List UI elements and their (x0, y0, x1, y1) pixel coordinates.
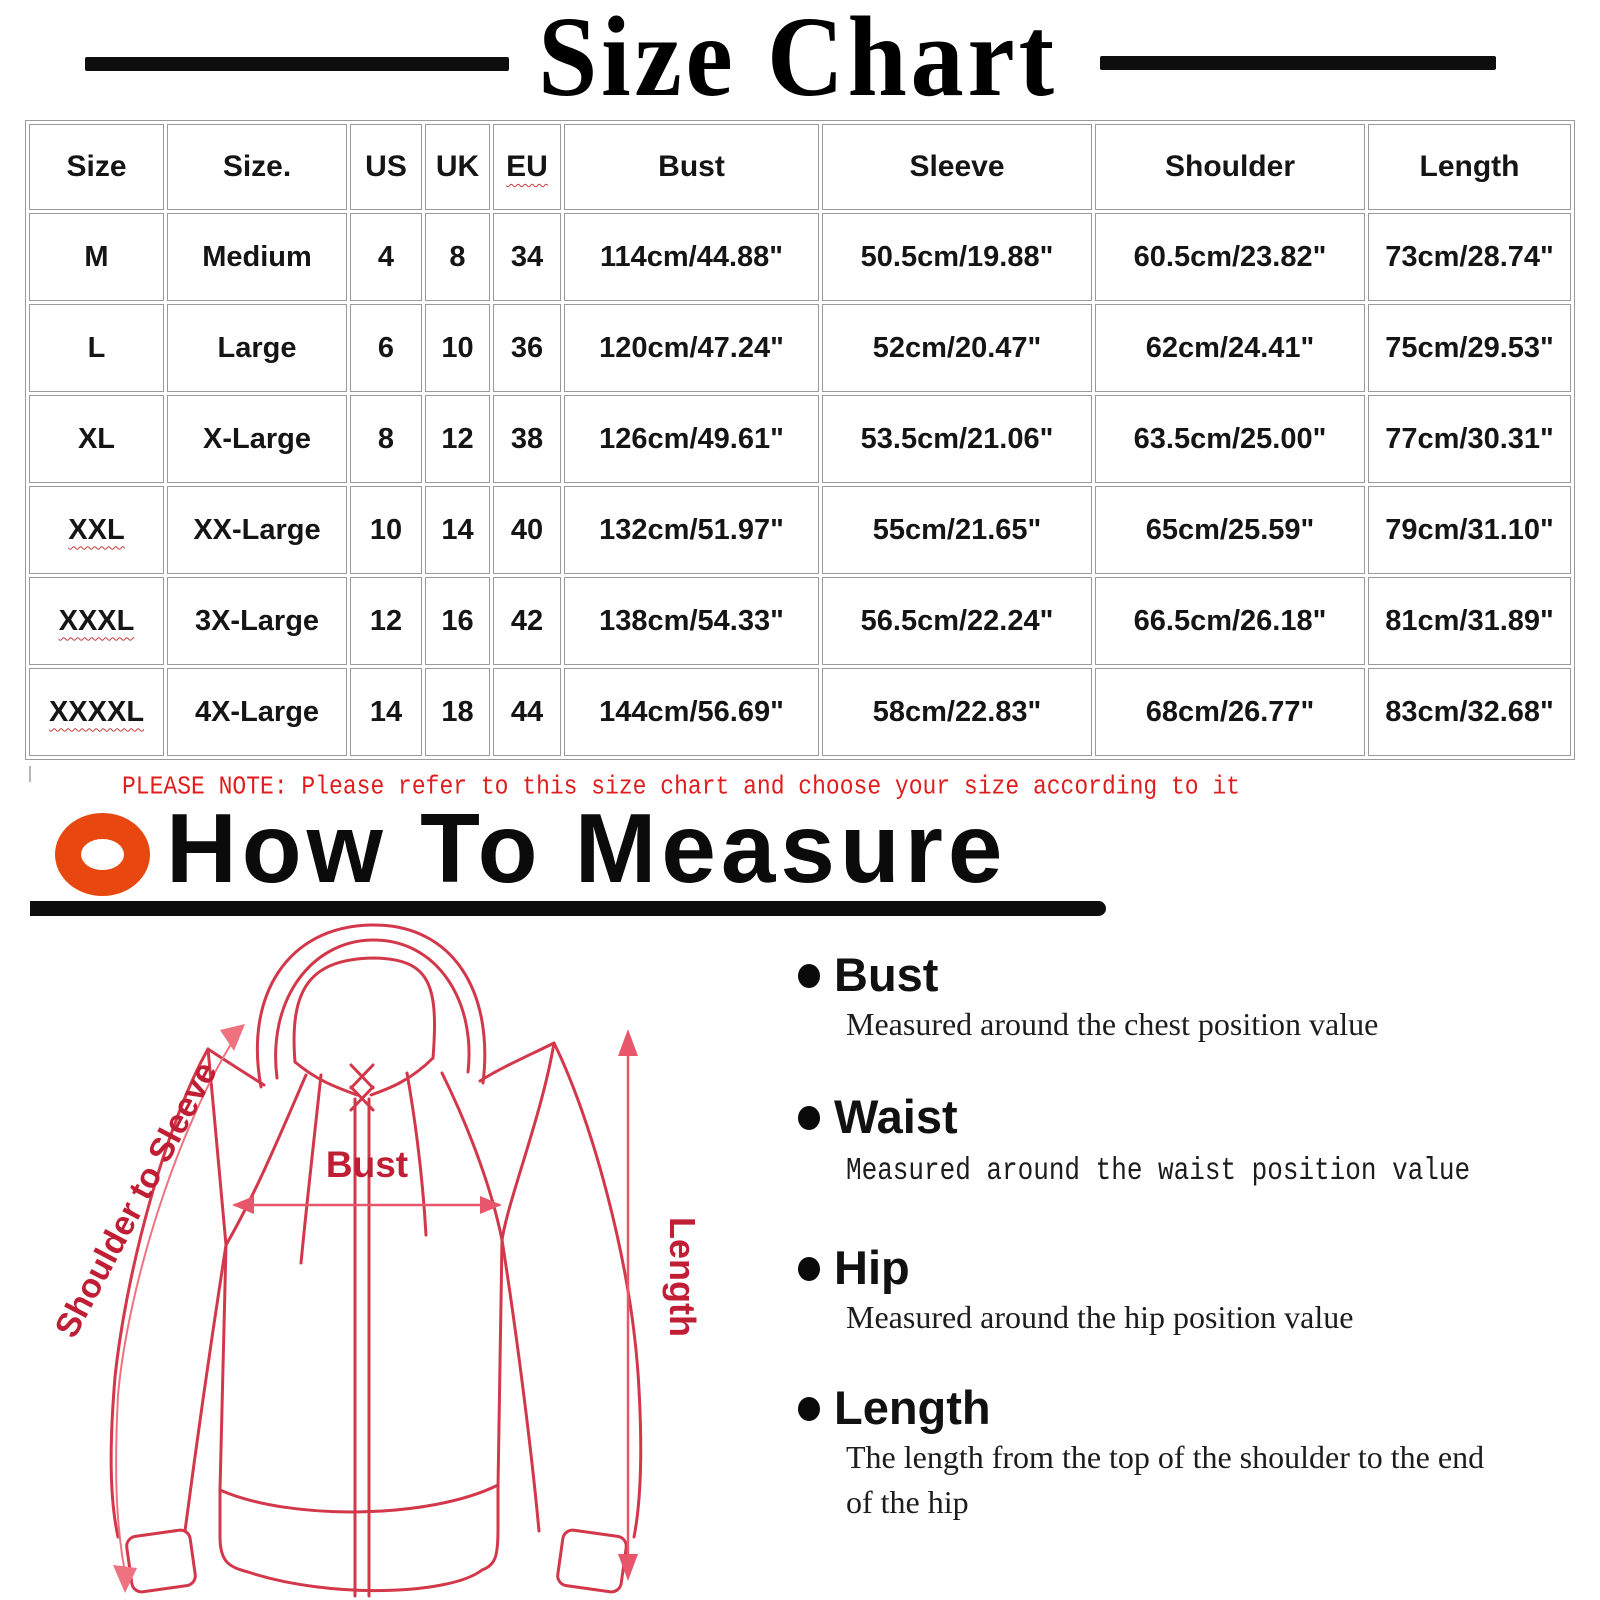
diagram-shoulder-to-sleeve-label: Shoulder to Sleeve (48, 1056, 225, 1344)
bullet-dot-icon (798, 964, 820, 988)
bullet-dot-icon (798, 1257, 820, 1281)
how-to-measure-title: How To Measure (166, 793, 1008, 903)
size-table: Size Size. US UK EU Bust Sleeve Shoulder… (25, 120, 1575, 760)
col-header-length: Length (1368, 124, 1571, 210)
shoulder-to-sleeve-arrow (113, 1024, 245, 1593)
guide-desc: Measured around the hip position value (846, 1299, 1354, 1335)
guide-desc: The length from the top of the shoulder … (846, 1439, 1485, 1520)
page-title: Size Chart (538, 0, 1058, 121)
guide-desc: Measured around the chest position value (846, 1006, 1379, 1042)
col-header-uk: UK (425, 124, 490, 210)
table-row-m: M Medium 4 8 34 114cm/44.88" 50.5cm/19.8… (29, 213, 1571, 301)
bullet-dot-icon (798, 1397, 820, 1421)
title-rule-right (1100, 56, 1496, 70)
table-row-xxxxl: XXXXL 4X-Large 14 18 44 144cm/56.69" 58c… (29, 668, 1571, 756)
size-table-header-row: Size Size. US UK EU Bust Sleeve Shoulder… (29, 124, 1571, 210)
col-header-us: US (350, 124, 422, 210)
col-header-size-name: Size. (167, 124, 347, 210)
table-row-xxxl: XXXL 3X-Large 12 16 42 138cm/54.33" 56.5… (29, 577, 1571, 665)
diagram-bust-label: Bust (326, 1144, 408, 1185)
bullet-ring-icon (55, 813, 150, 896)
bust-arrow (232, 1196, 502, 1214)
size-note: PLEASE NOTE: Please refer to this size c… (122, 772, 1240, 802)
guide-term: Hip (834, 1241, 910, 1294)
hoodie-measure-diagram: Bust Length Shoulder to Sleeve (48, 923, 703, 1598)
guide-term: Bust (834, 948, 939, 1001)
length-arrow (618, 1029, 638, 1581)
col-header-eu: EU (493, 124, 561, 210)
guide-term: Waist (834, 1090, 958, 1143)
table-border-artifact (29, 766, 31, 782)
col-header-size: Size (29, 124, 164, 210)
col-header-bust: Bust (564, 124, 819, 210)
col-header-sleeve: Sleeve (822, 124, 1092, 210)
col-header-shoulder: Shoulder (1095, 124, 1365, 210)
title-rule-left (85, 57, 509, 71)
hoodie-outline (109, 923, 643, 1598)
guide-term: Length (834, 1381, 991, 1434)
diagram-length-label: Length (662, 1217, 703, 1337)
table-row-l: L Large 6 10 36 120cm/47.24" 52cm/20.47"… (29, 304, 1571, 392)
guide-desc: Measured around the waist position value (846, 1152, 1471, 1189)
table-row-xxl: XXL XX-Large 10 14 40 132cm/51.97" 55cm/… (29, 486, 1571, 574)
bullet-dot-icon (798, 1106, 820, 1130)
how-to-measure-underline (30, 901, 1106, 916)
table-row-xl: XL X-Large 8 12 38 126cm/49.61" 53.5cm/2… (29, 395, 1571, 483)
